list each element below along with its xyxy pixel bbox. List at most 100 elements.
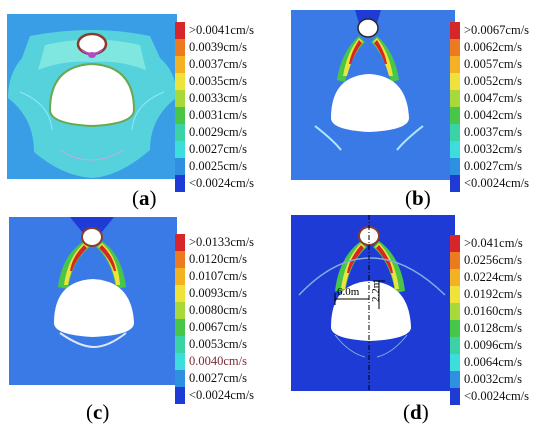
legend-entry: 0.0040cm/s [175, 353, 315, 370]
legend-label: 0.0093cm/s [189, 286, 247, 300]
legend-label: 0.0064cm/s [464, 355, 522, 369]
legend-label: 0.0042cm/s [464, 108, 522, 122]
legend-label: 0.0039cm/s [189, 40, 247, 54]
label-open-paren: ( [132, 186, 139, 210]
legend-swatch [175, 39, 185, 56]
panel-label-c: (c) [86, 401, 109, 423]
legend-swatch [175, 302, 185, 319]
panel-d: 6.0m 2.2m >0.041cm/s 0.0256cm/s 0.0224cm/s… [275, 215, 550, 429]
legend-swatch [175, 107, 185, 124]
label-close-paren: ) [102, 400, 110, 424]
dimension-horizontal: 6.0m [337, 286, 360, 298]
legend-label: 0.0047cm/s [464, 91, 522, 105]
legend-label: 0.0053cm/s [189, 337, 247, 351]
legend-label: <0.0024cm/s [189, 388, 255, 402]
legend-swatch [450, 388, 460, 405]
legend-entry: 0.0064cm/s [450, 354, 550, 371]
label-letter: b [412, 186, 424, 210]
legend-label: <0.0024cm/s [464, 389, 530, 403]
legend-label: >0.0041cm/s [189, 23, 255, 37]
legend-label: 0.0029cm/s [189, 125, 247, 139]
legend-label: 0.0025cm/s [189, 159, 247, 173]
legend-entry: 0.0033cm/s [175, 90, 315, 107]
legend-swatch [450, 73, 460, 90]
legend-entry: 0.0062cm/s [450, 39, 550, 56]
legend-swatch [175, 175, 185, 192]
legend-label: <0.0024cm/s [189, 176, 255, 190]
legend-entry: <0.0024cm/s [450, 388, 550, 405]
label-close-paren: ) [421, 400, 429, 424]
legend-label: 0.0062cm/s [464, 40, 522, 54]
legend-label: >0.041cm/s [464, 236, 523, 250]
legend-entry: 0.0042cm/s [450, 107, 550, 124]
legend-swatch [450, 39, 460, 56]
legend-swatch [175, 73, 185, 90]
legend-entry: 0.0053cm/s [175, 336, 315, 353]
legend-swatch [175, 56, 185, 73]
legend-entry: 0.0037cm/s [175, 56, 315, 73]
legend-swatch [450, 320, 460, 337]
legend-entry: <0.0024cm/s [450, 175, 550, 192]
legend-label: 0.0057cm/s [464, 57, 522, 71]
legend-swatch [450, 22, 460, 39]
legend-entry: 0.0128cm/s [450, 320, 550, 337]
legend-entry: 0.0027cm/s [175, 141, 315, 158]
legend-label: <0.0024cm/s [464, 176, 530, 190]
legend-entry: >0.041cm/s [450, 235, 550, 252]
legend-entry: 0.0093cm/s [175, 285, 315, 302]
legend-swatch [175, 90, 185, 107]
legend-swatch [450, 141, 460, 158]
legend-entry: >0.0067cm/s [450, 22, 550, 39]
legend-swatch [175, 268, 185, 285]
legend-label: 0.0032cm/s [464, 142, 522, 156]
legend-entry: 0.0096cm/s [450, 337, 550, 354]
label-close-paren: ) [423, 186, 431, 210]
legend-swatch [450, 175, 460, 192]
label-close-paren: ) [149, 186, 157, 210]
legend-swatch [450, 371, 460, 388]
legend-swatch [175, 22, 185, 39]
contour-plot-d [291, 215, 455, 391]
legend-label: 0.0027cm/s [464, 159, 522, 173]
legend-label: >0.0067cm/s [464, 23, 530, 37]
legend-label: 0.0033cm/s [189, 91, 247, 105]
legend-swatch [450, 337, 460, 354]
legend-swatch [450, 235, 460, 252]
legend-swatch [175, 319, 185, 336]
panel-label-b: (b) [405, 187, 431, 209]
legend-swatch [450, 354, 460, 371]
legend-label: 0.0027cm/s [189, 142, 247, 156]
label-open-paren: ( [403, 400, 410, 424]
legend-entry: 0.0080cm/s [175, 302, 315, 319]
legend-swatch [450, 252, 460, 269]
legend-label: 0.0035cm/s [189, 74, 247, 88]
panel-label-a: (a) [132, 187, 157, 209]
legend-swatch [450, 56, 460, 73]
legend-label: 0.0120cm/s [189, 252, 247, 266]
label-open-paren: ( [405, 186, 412, 210]
legend-label: 0.0224cm/s [464, 270, 522, 284]
contour-plot-c [9, 217, 177, 385]
legend-swatch [450, 90, 460, 107]
legend-entry: 0.0107cm/s [175, 268, 315, 285]
legend-swatch [175, 285, 185, 302]
legend-swatch [175, 370, 185, 387]
legend-label: 0.0032cm/s [464, 372, 522, 386]
panel-b: >0.0067cm/s 0.0062cm/s 0.0057cm/s 0.0052cm/… [275, 0, 550, 215]
legend-swatch [175, 141, 185, 158]
legend-entry: 0.0039cm/s [175, 39, 315, 56]
legend-label: 0.0096cm/s [464, 338, 522, 352]
legend-entry: 0.0032cm/s [450, 141, 550, 158]
legend-entry: 0.0120cm/s [175, 251, 315, 268]
legend-entry: 0.0027cm/s [175, 370, 315, 387]
legend-entry: 0.0035cm/s [175, 73, 315, 90]
legend-entry: <0.0024cm/s [175, 175, 315, 192]
legend-label: 0.0107cm/s [189, 269, 247, 283]
legend-label: 0.0067cm/s [189, 320, 247, 334]
legend-swatch [175, 124, 185, 141]
legend-entry: 0.0057cm/s [450, 56, 550, 73]
legend-label: 0.0040cm/s [189, 354, 247, 368]
legend-swatch [175, 251, 185, 268]
legend-entry: 0.0029cm/s [175, 124, 315, 141]
legend-entry: 0.0256cm/s [450, 252, 550, 269]
